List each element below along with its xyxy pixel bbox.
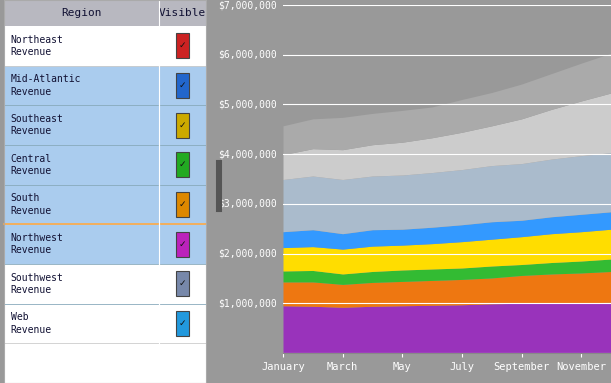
Text: Southwest
Revenue: Southwest Revenue [11, 273, 64, 295]
Text: Region: Region [62, 8, 102, 18]
FancyBboxPatch shape [4, 105, 207, 145]
Text: South
Revenue: South Revenue [11, 193, 52, 216]
Text: ✓: ✓ [179, 121, 186, 130]
FancyBboxPatch shape [177, 113, 189, 138]
FancyBboxPatch shape [4, 304, 207, 343]
FancyBboxPatch shape [4, 145, 207, 185]
Text: Visible: Visible [159, 8, 207, 18]
FancyBboxPatch shape [4, 185, 207, 224]
Text: ✓: ✓ [179, 41, 186, 50]
Text: ✓: ✓ [179, 319, 186, 328]
Text: $3,000,000: $3,000,000 [218, 199, 276, 209]
Text: ✓: ✓ [179, 81, 186, 90]
FancyBboxPatch shape [4, 343, 207, 383]
FancyBboxPatch shape [177, 33, 189, 59]
Text: ✓: ✓ [179, 160, 186, 169]
Text: Northeast
Revenue: Northeast Revenue [11, 34, 64, 57]
FancyBboxPatch shape [4, 264, 207, 304]
Text: Web
Revenue: Web Revenue [11, 312, 52, 335]
FancyBboxPatch shape [4, 26, 207, 65]
Text: Central
Revenue: Central Revenue [11, 154, 52, 176]
Text: ✓: ✓ [179, 240, 186, 249]
FancyBboxPatch shape [177, 152, 189, 177]
Text: $5,000,000: $5,000,000 [218, 100, 276, 110]
FancyBboxPatch shape [4, 224, 207, 264]
Text: Mid-Atlantic
Revenue: Mid-Atlantic Revenue [11, 74, 81, 97]
Text: $6,000,000: $6,000,000 [218, 50, 276, 60]
FancyBboxPatch shape [177, 271, 189, 296]
FancyBboxPatch shape [177, 192, 189, 217]
FancyBboxPatch shape [177, 73, 189, 98]
Text: Southeast
Revenue: Southeast Revenue [11, 114, 64, 136]
Text: Northwest
Revenue: Northwest Revenue [11, 233, 64, 255]
FancyBboxPatch shape [177, 311, 189, 336]
FancyBboxPatch shape [4, 0, 207, 26]
Text: $7,000,000: $7,000,000 [218, 0, 276, 10]
Text: $1,000,000: $1,000,000 [218, 298, 276, 308]
FancyBboxPatch shape [177, 232, 189, 257]
Text: ✓: ✓ [179, 279, 186, 288]
Text: ✓: ✓ [179, 200, 186, 209]
FancyBboxPatch shape [4, 65, 207, 105]
Text: $2,000,000: $2,000,000 [218, 249, 276, 259]
Text: $4,000,000: $4,000,000 [218, 149, 276, 159]
